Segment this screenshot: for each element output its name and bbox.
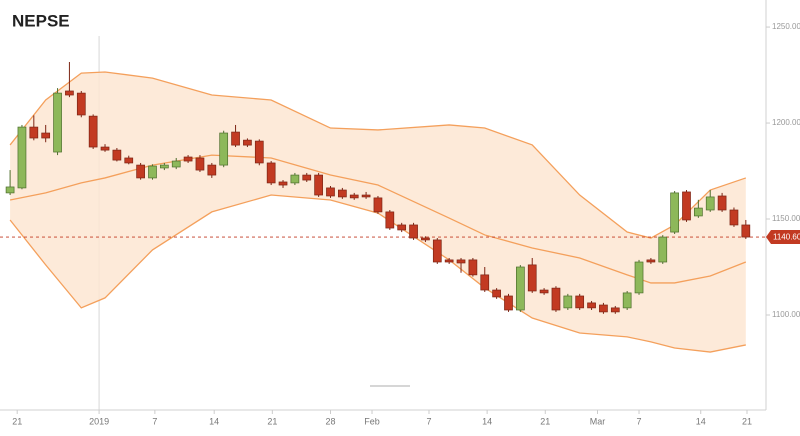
candle-body bbox=[53, 92, 62, 153]
candle-body bbox=[231, 131, 240, 146]
candle-body bbox=[622, 292, 632, 309]
x-tick-label: 14 bbox=[696, 416, 706, 426]
candle-body bbox=[65, 90, 74, 96]
candle-body bbox=[373, 197, 383, 213]
candle-body bbox=[112, 149, 122, 161]
y-tick-label: 1200.00 bbox=[772, 118, 800, 127]
x-tick-label: 7 bbox=[152, 416, 157, 426]
candle-body bbox=[326, 187, 335, 197]
x-tick-label: 21 bbox=[742, 416, 752, 426]
y-tick-label: 1100.00 bbox=[772, 310, 800, 319]
x-tick-label: Mar bbox=[590, 416, 606, 426]
candle-body bbox=[480, 274, 490, 291]
x-tick-label: 21 bbox=[267, 416, 277, 426]
candle-body bbox=[563, 295, 573, 309]
upper-band-line bbox=[9, 71, 747, 239]
candle-body bbox=[136, 164, 145, 179]
candle-body bbox=[314, 174, 323, 196]
candle-body bbox=[444, 259, 454, 263]
candle-body bbox=[694, 207, 703, 217]
x-tick-label: 14 bbox=[482, 416, 492, 426]
candle-body bbox=[682, 191, 691, 221]
candle-body bbox=[504, 295, 513, 311]
x-tick-label: 2019 bbox=[89, 416, 109, 426]
plot-area bbox=[0, 36, 766, 410]
candle-body bbox=[207, 164, 217, 176]
candle-body bbox=[5, 186, 15, 194]
x-tick-label: 21 bbox=[540, 416, 550, 426]
candle-body bbox=[409, 224, 418, 239]
x-tick-label: 14 bbox=[209, 416, 219, 426]
candle-body bbox=[100, 146, 110, 151]
candle-body bbox=[278, 181, 288, 186]
candle-body bbox=[88, 115, 98, 148]
candle-body bbox=[741, 224, 751, 238]
candle-body bbox=[17, 126, 27, 189]
candle-body bbox=[29, 126, 39, 139]
candle-body bbox=[468, 259, 478, 276]
last-price-box bbox=[766, 230, 800, 245]
candle-body bbox=[302, 174, 312, 181]
candle-body bbox=[527, 264, 537, 292]
candle-body bbox=[587, 302, 596, 309]
candle-body bbox=[160, 164, 169, 169]
candle-body bbox=[729, 209, 739, 226]
candle-body bbox=[492, 289, 501, 298]
middle-band-line bbox=[9, 154, 747, 284]
candle-body bbox=[290, 174, 300, 184]
candle-body bbox=[717, 195, 727, 211]
candle-body bbox=[516, 266, 525, 311]
x-tick-label: 7 bbox=[426, 416, 431, 426]
candle-body bbox=[171, 160, 181, 168]
candle-body bbox=[349, 194, 359, 199]
candle-body bbox=[599, 304, 608, 313]
candle-body bbox=[610, 307, 620, 313]
candle-body bbox=[195, 157, 205, 171]
candle-body bbox=[634, 261, 644, 294]
x-tick-label: Feb bbox=[364, 416, 380, 426]
candle-body bbox=[254, 140, 264, 164]
y-tick-label: 1250.00 bbox=[772, 22, 800, 31]
candle-body bbox=[432, 239, 442, 263]
candle-body bbox=[705, 196, 715, 211]
candle-body bbox=[385, 211, 395, 229]
candle-body bbox=[551, 287, 561, 311]
candle-body bbox=[183, 156, 193, 162]
candle-body bbox=[361, 194, 371, 198]
candle-body bbox=[575, 295, 585, 309]
y-tick-label: 1150.00 bbox=[772, 214, 800, 223]
last-price-tag: 1140.60 bbox=[766, 230, 800, 245]
candle-body bbox=[456, 259, 466, 264]
candle-body bbox=[266, 162, 276, 184]
candle-body bbox=[646, 259, 656, 263]
candle-body bbox=[539, 289, 549, 294]
x-tick-label: 21 bbox=[12, 416, 22, 426]
candle-body bbox=[41, 132, 51, 139]
x-tick-label: 7 bbox=[637, 416, 642, 426]
chart-title: NEPSE bbox=[12, 11, 70, 30]
candle-body bbox=[76, 92, 86, 116]
candle-body bbox=[338, 189, 347, 198]
last-price-label: 1140.60 bbox=[773, 233, 800, 242]
candle-body bbox=[219, 132, 229, 166]
candle-body bbox=[670, 192, 679, 233]
candle-body bbox=[421, 237, 430, 241]
candle-body bbox=[397, 224, 407, 231]
candle-body bbox=[148, 165, 157, 179]
x-tick-label: 28 bbox=[325, 416, 335, 426]
candle-body bbox=[124, 157, 134, 164]
candle-body bbox=[243, 139, 252, 146]
candle-body bbox=[658, 236, 668, 263]
